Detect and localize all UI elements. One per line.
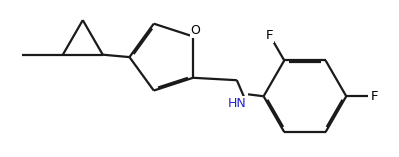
Text: HN: HN [227, 97, 246, 110]
Text: F: F [266, 29, 274, 42]
Text: O: O [191, 24, 200, 37]
Text: F: F [371, 90, 379, 103]
